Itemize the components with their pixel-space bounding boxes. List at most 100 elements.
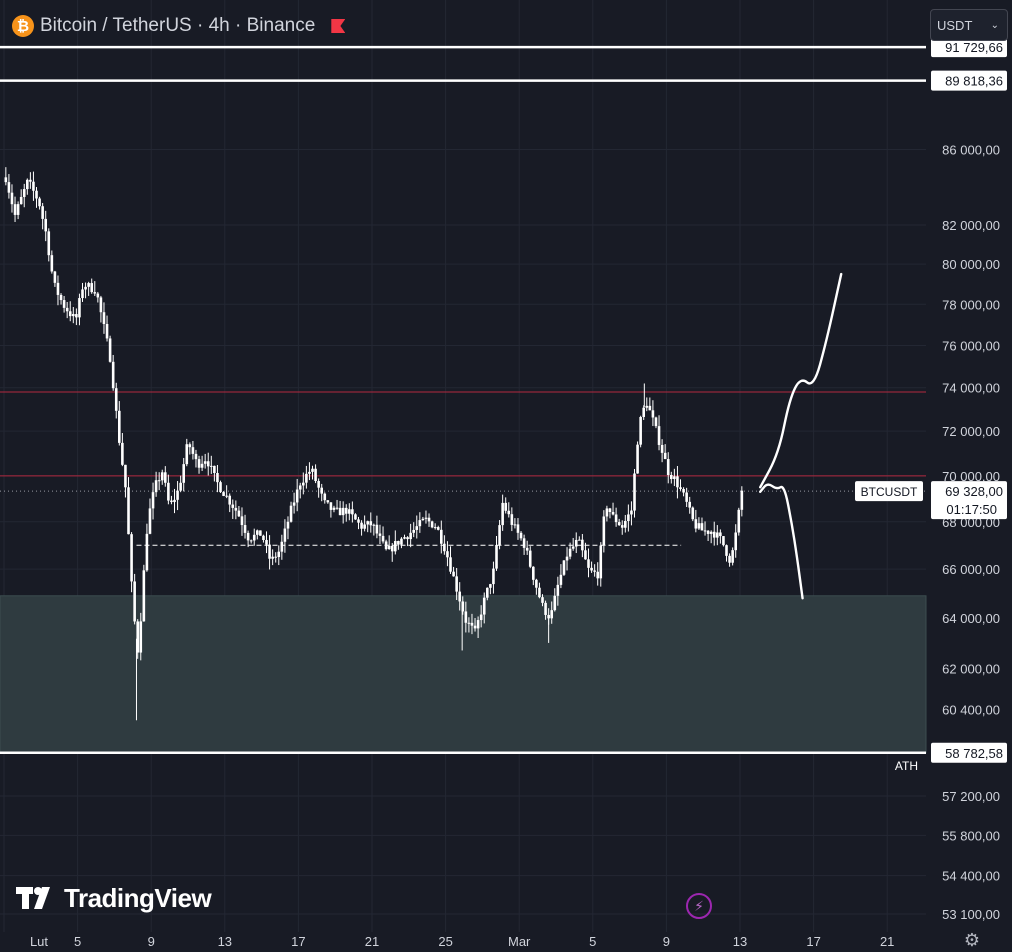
candle-body xyxy=(148,508,152,534)
candle-body xyxy=(298,485,302,490)
candle-body xyxy=(351,509,354,515)
candle-body xyxy=(93,292,97,294)
x-tick-label: 13 xyxy=(733,934,747,949)
candle-body xyxy=(492,568,495,585)
candle-body xyxy=(87,283,90,287)
x-tick-label: 9 xyxy=(148,934,155,949)
candle-body xyxy=(528,550,532,567)
price-tag-box xyxy=(931,742,1007,763)
candle-body xyxy=(240,516,244,526)
candle-body xyxy=(605,508,609,517)
candle-body xyxy=(397,541,400,545)
candle-body xyxy=(38,198,41,207)
candle-body xyxy=(412,529,416,533)
candle-body xyxy=(630,510,633,515)
candle-body xyxy=(409,532,412,540)
y-tick-label: 64 000,00 xyxy=(942,611,1000,626)
candle-body xyxy=(400,538,403,545)
candle-body xyxy=(639,416,642,445)
symbol-title[interactable]: Bitcoin / TetherUS · 4h · Binance xyxy=(40,15,316,36)
candle-body xyxy=(170,500,173,503)
candle-body xyxy=(283,528,287,542)
candle-body xyxy=(476,620,480,629)
candle-body xyxy=(197,459,201,468)
candle-body xyxy=(114,388,118,411)
price-tags: 91 729,66 89 818,36 58 782,58 ATH xyxy=(895,37,1007,773)
tradingview-logo: TradingView xyxy=(16,880,212,916)
gear-icon[interactable]: ⚙ xyxy=(963,930,981,950)
candle-body xyxy=(335,507,339,509)
candle-body xyxy=(268,544,271,559)
candle-body xyxy=(700,523,704,531)
candle-body xyxy=(323,493,327,501)
candle-body xyxy=(403,537,406,539)
candle-body xyxy=(390,545,394,552)
candle-body xyxy=(430,521,434,528)
candle-body xyxy=(507,510,511,515)
candle-body xyxy=(633,473,636,511)
candle-body xyxy=(596,571,600,579)
candle-body xyxy=(68,311,72,317)
candle-body xyxy=(145,533,149,571)
candle-body xyxy=(587,559,590,568)
candle-body xyxy=(124,464,127,488)
candle-body xyxy=(142,570,146,622)
x-tick-label: 21 xyxy=(880,934,894,949)
candle-body xyxy=(271,556,274,559)
candle-body xyxy=(65,307,69,312)
y-tick-label: 76 000,00 xyxy=(942,338,1000,353)
candle-body xyxy=(338,507,342,516)
candle-body xyxy=(737,509,741,533)
candle-body xyxy=(440,529,443,544)
candle-body xyxy=(535,579,538,588)
candle-body xyxy=(461,601,465,612)
candle-body xyxy=(22,189,26,197)
candle-body xyxy=(295,489,299,503)
candle-body xyxy=(246,532,250,541)
candle-body xyxy=(510,514,514,525)
countdown-value: 01:17:50 xyxy=(946,502,997,517)
candle-body xyxy=(624,520,627,528)
time-axis[interactable]: Lut 5 9 13 17 21 25 Mar 5 9 13 17 21 xyxy=(30,934,894,949)
candle-body xyxy=(719,532,722,537)
flag-icon[interactable] xyxy=(331,19,346,33)
candle-body xyxy=(706,530,710,534)
candle-body xyxy=(53,271,57,283)
candle-body xyxy=(228,495,232,505)
candle-body xyxy=(611,511,615,515)
candle-body xyxy=(498,525,501,545)
candle-body xyxy=(467,622,471,624)
candle-body xyxy=(473,625,477,629)
candle-body xyxy=(676,476,679,488)
candle-body xyxy=(734,532,738,551)
symbol-tag-label: BTCUSDT xyxy=(861,485,918,499)
symbol-header[interactable]: ₿ Bitcoin / TetherUS · 4h · Binance xyxy=(12,12,346,40)
lightning-icon[interactable]: ⚡ xyxy=(686,893,712,919)
candle-body xyxy=(614,514,618,523)
candle-body xyxy=(191,447,195,454)
candle-body xyxy=(90,283,94,293)
price-axis[interactable]: 86 000,00 82 000,00 80 000,00 78 000,00 76 0… xyxy=(942,142,1000,922)
candle-body xyxy=(219,482,222,493)
x-tick-label: 17 xyxy=(806,934,820,949)
candle-body xyxy=(522,538,526,548)
candle-body xyxy=(418,520,422,527)
candle-body xyxy=(280,541,284,552)
ath-tag: ATH xyxy=(895,759,918,773)
currency-select[interactable]: USDT ⌄ xyxy=(930,9,1008,41)
candle-body xyxy=(602,516,606,546)
candle-body xyxy=(660,444,664,453)
candle-body xyxy=(433,527,437,529)
candle-body xyxy=(50,255,54,272)
candle-body xyxy=(645,405,649,408)
candle-body xyxy=(620,525,624,528)
candle-body xyxy=(627,514,630,521)
candle-body xyxy=(375,524,379,534)
candle-body xyxy=(731,550,734,563)
candle-body xyxy=(679,487,682,489)
candle-body xyxy=(378,533,382,536)
current-price-box xyxy=(931,481,1007,520)
y-tick-label: 53 100,00 xyxy=(942,907,1000,922)
candle-body xyxy=(225,495,228,497)
